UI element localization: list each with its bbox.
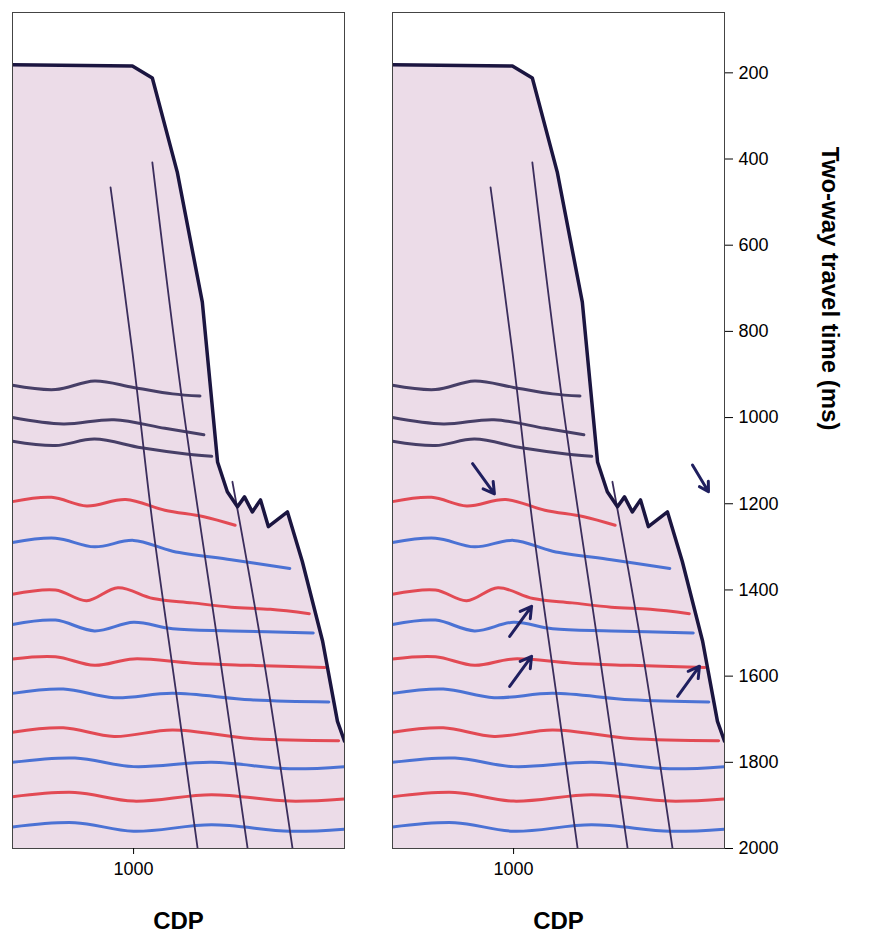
svg-text:1000: 1000 xyxy=(739,407,779,427)
svg-text:CDP: CDP xyxy=(153,907,204,934)
svg-text:1800: 1800 xyxy=(739,752,779,772)
svg-text:CDP: CDP xyxy=(533,907,584,934)
svg-text:1400: 1400 xyxy=(739,580,779,600)
svg-text:400: 400 xyxy=(739,149,769,169)
svg-text:1200: 1200 xyxy=(739,494,779,514)
svg-text:1600: 1600 xyxy=(739,666,779,686)
svg-text:Two-way travel time (ms): Two-way travel time (ms) xyxy=(817,147,844,431)
svg-text:2000: 2000 xyxy=(739,838,779,858)
svg-text:600: 600 xyxy=(739,235,769,255)
svg-text:200: 200 xyxy=(739,63,769,83)
svg-text:800: 800 xyxy=(739,321,769,341)
svg-text:1000: 1000 xyxy=(494,859,534,879)
svg-text:1000: 1000 xyxy=(114,859,154,879)
